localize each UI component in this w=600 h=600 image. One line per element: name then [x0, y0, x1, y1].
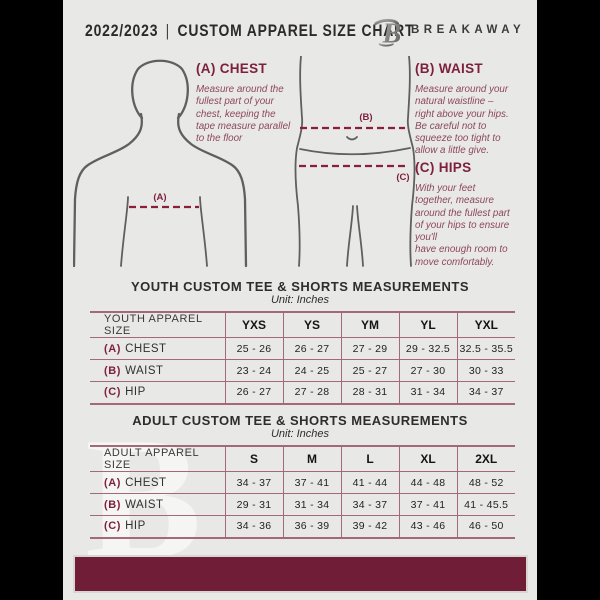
- title-divider: |: [165, 21, 171, 40]
- row-prefix: (C): [104, 520, 122, 533]
- size-header: YL: [398, 312, 457, 338]
- measurement-cell: 27 - 30: [398, 359, 457, 382]
- measurement-cell: 34 - 36: [224, 515, 283, 538]
- row-label: CHEST: [125, 476, 167, 489]
- youth-size-col-header: YOUTH APPAREL SIZE: [104, 313, 203, 337]
- footer-accent-bar: [73, 555, 528, 593]
- measurement-cell: 26 - 27: [282, 337, 341, 360]
- measurement-cell: 25 - 26: [224, 337, 283, 360]
- row-prefix: (A): [104, 476, 122, 489]
- table-row: (B) WAIST 29 - 31 31 - 34 34 - 37 37 - 41…: [90, 493, 515, 516]
- adult-table-unit: Unit: Inches: [270, 428, 330, 440]
- measurement-cell: 37 - 41: [398, 493, 457, 516]
- size-header: XL: [398, 446, 457, 472]
- measurement-cell: 29 - 31: [224, 493, 283, 516]
- table-row: (C) HIP 34 - 36 36 - 39 39 - 42 43 - 46 4…: [90, 515, 515, 538]
- size-header: YM: [340, 312, 399, 338]
- row-label: HIP: [125, 386, 146, 399]
- adult-size-table: ADULT APPAREL SIZE S M L XL 2XL (A) CHEST…: [90, 445, 515, 539]
- measurement-cell: 46 - 50: [456, 515, 515, 538]
- waist-line-label: (B): [359, 112, 372, 123]
- size-header: 2XL: [456, 446, 515, 472]
- svg-text:B: B: [381, 18, 401, 48]
- waist-instruction-body: Measure around your natural waistline – …: [415, 84, 509, 157]
- hips-instruction-heading: (C) HIPS: [415, 160, 472, 175]
- row-prefix: (A): [104, 342, 122, 355]
- youth-table-title: YOUTH CUSTOM TEE & SHORTS MEASUREMENTS: [130, 279, 469, 294]
- size-header: YXL: [456, 312, 515, 338]
- measurement-cell: 34 - 37: [340, 493, 399, 516]
- measurement-cell: 28 - 31: [340, 381, 399, 404]
- youth-table-unit: Unit: Inches: [270, 294, 330, 306]
- measurement-cell: 48 - 52: [456, 471, 515, 494]
- page-title: CUSTOM APPAREL SIZE CHART: [177, 21, 415, 40]
- row-label: HIP: [125, 520, 146, 533]
- measurement-cell: 29 - 32.5: [398, 337, 457, 360]
- measurement-cell: 25 - 27: [340, 359, 399, 382]
- adult-table-title: ADULT CUSTOM TEE & SHORTS MEASUREMENTS: [132, 413, 468, 428]
- brand-name: BREAKAWAY: [411, 24, 526, 36]
- page-header-title: 2022/2023 | CUSTOM APPAREL SIZE CHART: [85, 21, 414, 41]
- size-header: S: [224, 446, 283, 472]
- youth-header-row: YOUTH APPAREL SIZE YXS YS YM YL YXL: [90, 312, 515, 338]
- size-header: YS: [282, 312, 341, 338]
- table-row: (A) CHEST 34 - 37 37 - 41 41 - 44 44 - 48…: [90, 471, 515, 494]
- chest-line-label: (A): [153, 192, 166, 203]
- breakaway-logo-icon: B: [374, 18, 401, 48]
- size-header: M: [282, 446, 341, 472]
- measurement-cell: 43 - 46: [398, 515, 457, 538]
- waist-instruction-heading: (B) WAIST: [415, 61, 483, 76]
- measurement-cell: 36 - 39: [282, 515, 341, 538]
- measurement-cell: 31 - 34: [398, 381, 457, 404]
- size-header: L: [340, 446, 399, 472]
- measurement-cell: 32.5 - 35.5: [456, 337, 515, 360]
- measurement-cell: 24 - 25: [282, 359, 341, 382]
- chest-instruction-body: Measure around the fullest part of your …: [196, 84, 291, 145]
- measurement-cell: 30 - 33: [456, 359, 515, 382]
- measurement-cell: 41 - 45.5: [456, 493, 515, 516]
- hips-instruction-body: With your feet together, measure around …: [415, 183, 510, 268]
- torso-diagram: (A): [73, 59, 248, 268]
- measurement-cell: 37 - 41: [282, 471, 341, 494]
- youth-size-table: YOUTH APPAREL SIZE YXS YS YM YL YXL (A) C…: [90, 311, 515, 405]
- measurement-cell: 27 - 29: [340, 337, 399, 360]
- season-label: 2022/2023: [85, 21, 159, 40]
- adult-header-row: ADULT APPAREL SIZE S M L XL 2XL: [90, 446, 515, 472]
- measurement-cell: 39 - 42: [340, 515, 399, 538]
- row-prefix: (C): [104, 386, 122, 399]
- row-prefix: (B): [104, 498, 122, 511]
- measurement-cell: 34 - 37: [456, 381, 515, 404]
- measurement-cell: 41 - 44: [340, 471, 399, 494]
- measurement-cell: 26 - 27: [224, 381, 283, 404]
- measurement-cell: 27 - 28: [282, 381, 341, 404]
- row-label: CHEST: [125, 342, 167, 355]
- table-row: (B) WAIST 23 - 24 24 - 25 25 - 27 27 - 30…: [90, 359, 515, 382]
- row-prefix: (B): [104, 364, 122, 377]
- size-header: YXS: [224, 312, 283, 338]
- measurement-cell: 31 - 34: [282, 493, 341, 516]
- measurement-cell: 44 - 48: [398, 471, 457, 494]
- navel-mark: [346, 136, 358, 141]
- measurement-cell: 23 - 24: [224, 359, 283, 382]
- adult-size-col-header: ADULT APPAREL SIZE: [104, 447, 199, 471]
- table-row: (C) HIP 26 - 27 27 - 28 28 - 31 31 - 34 3…: [90, 381, 515, 404]
- row-label: WAIST: [125, 498, 164, 511]
- lower-body-diagram: (B) (C): [294, 56, 416, 267]
- hips-line-label: (C): [396, 172, 409, 183]
- table-row: (A) CHEST 25 - 26 26 - 27 27 - 29 29 - 32…: [90, 337, 515, 360]
- size-chart-page: 2022/2023 | CUSTOM APPAREL SIZE CHART B …: [63, 0, 537, 600]
- row-label: WAIST: [125, 364, 164, 377]
- measurement-cell: 34 - 37: [224, 471, 283, 494]
- hip-contour-line: [299, 147, 411, 156]
- chest-instruction-heading: (A) CHEST: [196, 61, 267, 76]
